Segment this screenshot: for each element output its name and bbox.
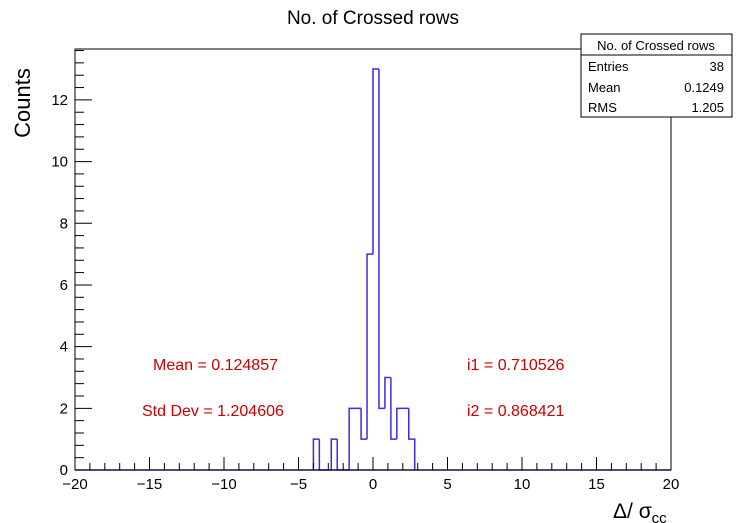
x-tick-label: −5 bbox=[290, 476, 307, 493]
x-tick-label: 5 bbox=[443, 476, 451, 493]
histogram-bin bbox=[348, 407, 356, 470]
annotation-mean: Mean = 0.124857 bbox=[153, 357, 278, 374]
x-axis: −20 −15 −10 −5 0 5 10 15 20 bbox=[62, 457, 679, 493]
annotation-i1: i1 = 0.710526 bbox=[467, 357, 565, 374]
histogram-bin bbox=[312, 438, 320, 470]
x-tick-label: 0 bbox=[369, 476, 377, 493]
y-axis: 0 2 4 6 8 10 12 bbox=[51, 50, 92, 479]
histogram-bin bbox=[384, 376, 391, 409]
histogram-bin bbox=[330, 438, 338, 470]
histogram-bin bbox=[360, 408, 368, 440]
x-axis-label: Δ/ σcc bbox=[613, 500, 667, 523]
histogram-bin bbox=[396, 407, 403, 440]
stats-rms-value: 1.205 bbox=[691, 100, 724, 115]
stats-box-title: No. of Crossed rows bbox=[597, 38, 715, 53]
x-tick-label: −10 bbox=[211, 476, 236, 493]
histogram-bin bbox=[378, 69, 385, 410]
y-tick-label: 4 bbox=[60, 339, 68, 356]
annotation-i2: i2 = 0.868421 bbox=[467, 403, 565, 420]
y-tick-label: 10 bbox=[51, 154, 68, 171]
stats-box: No. of Crossed rows Entries 38 Mean 0.12… bbox=[580, 33, 733, 118]
histogram-bin bbox=[366, 253, 373, 440]
stats-entries-label: Entries bbox=[588, 59, 629, 74]
x-tick-label: −15 bbox=[137, 476, 162, 493]
x-tick-label: −20 bbox=[62, 476, 87, 493]
histogram-bin bbox=[408, 408, 416, 470]
x-axis-label-main: Δ/ σ bbox=[613, 500, 652, 523]
y-tick-label: 8 bbox=[60, 215, 68, 232]
histogram-bin bbox=[372, 68, 379, 255]
histogram-bin bbox=[318, 439, 326, 471]
x-axis-label-subscript: cc bbox=[652, 510, 668, 523]
stats-entries-value: 38 bbox=[710, 59, 724, 74]
stats-mean-label: Mean bbox=[588, 80, 621, 95]
x-tick-label: 15 bbox=[588, 476, 605, 493]
y-axis-label: Counts bbox=[10, 68, 35, 138]
histogram-bin bbox=[390, 377, 397, 440]
x-tick-label: 20 bbox=[663, 476, 680, 493]
y-tick-label: 0 bbox=[60, 462, 68, 479]
chart-title: No. of Crossed rows bbox=[287, 8, 459, 29]
annotation-std-dev: Std Dev = 1.204606 bbox=[142, 403, 284, 420]
y-tick-label: 2 bbox=[60, 400, 68, 417]
y-tick-label: 12 bbox=[51, 92, 68, 109]
histogram-bin bbox=[336, 439, 344, 471]
y-tick-label: 6 bbox=[60, 277, 68, 294]
x-tick-label: 10 bbox=[514, 476, 531, 493]
stats-box-frame bbox=[580, 33, 733, 118]
stats-rms-label: RMS bbox=[588, 100, 617, 115]
stats-mean-value: 0.1249 bbox=[684, 80, 724, 95]
